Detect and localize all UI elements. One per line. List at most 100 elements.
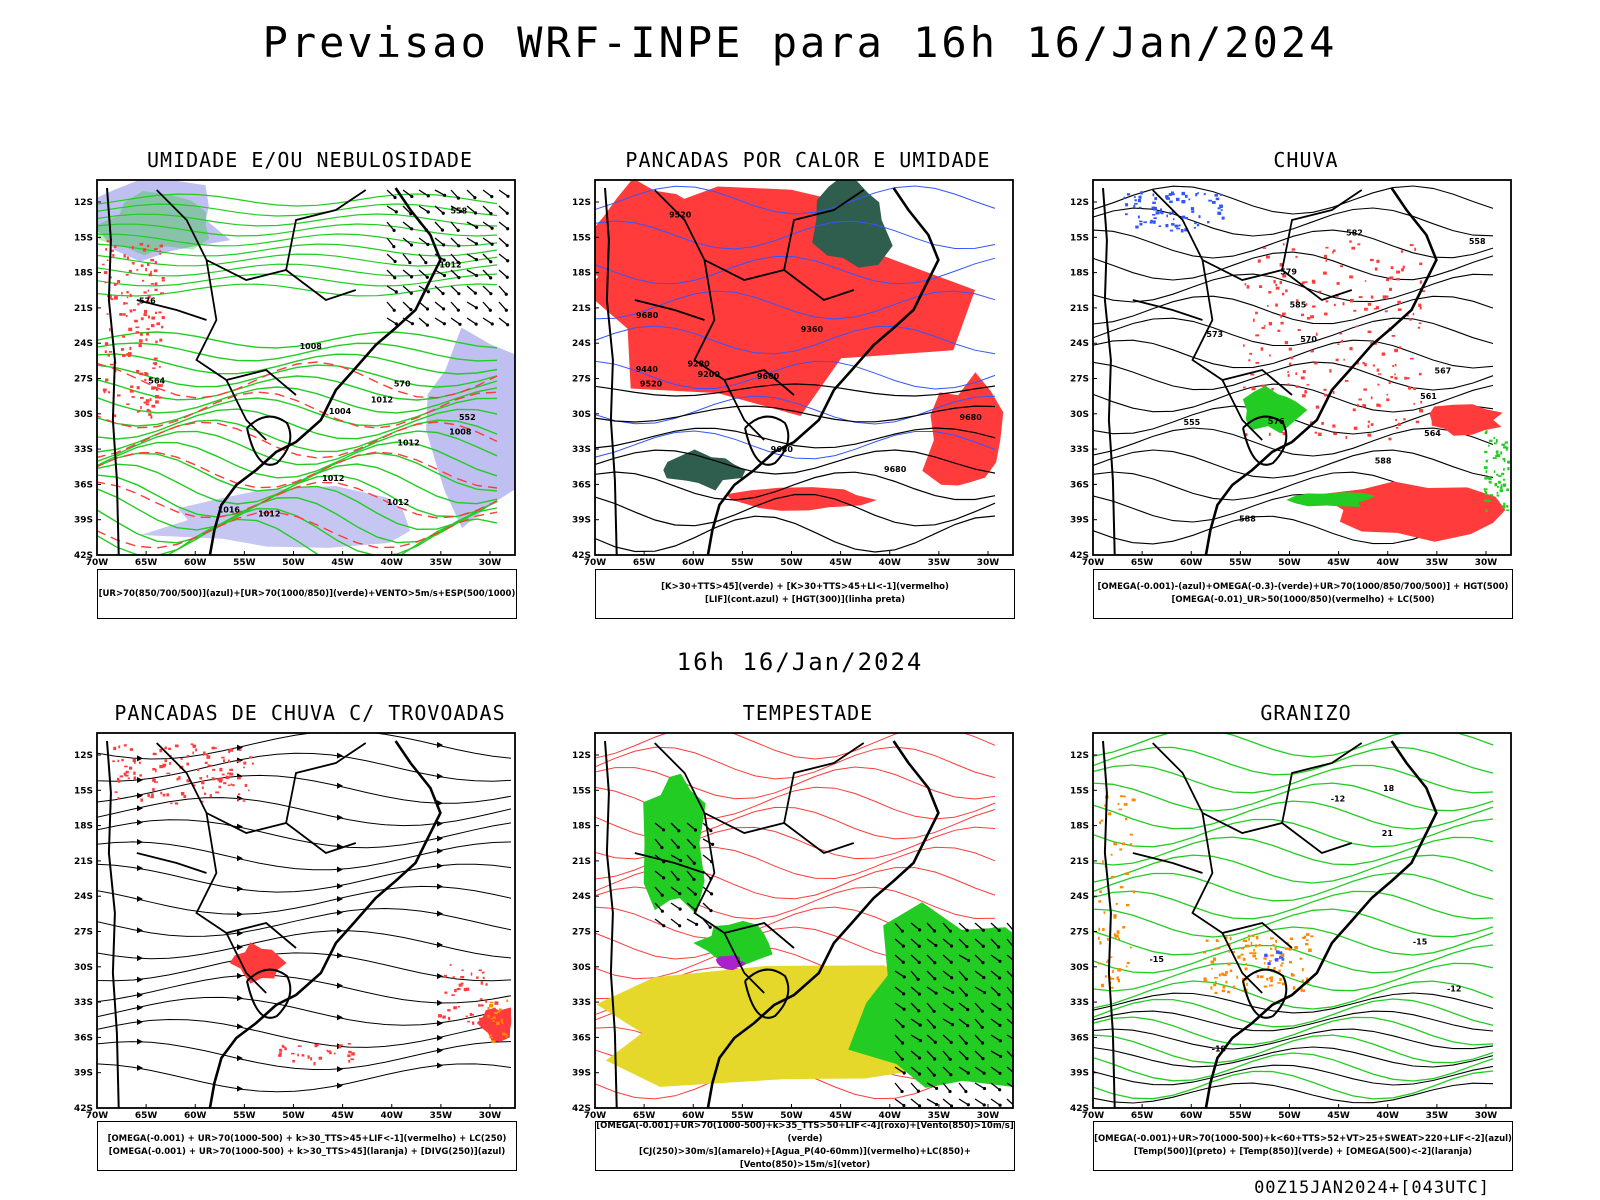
contour-label: 576 (139, 296, 156, 305)
lat-tick-label: 18S (572, 269, 591, 279)
geopotential-contour (1093, 207, 1494, 237)
wind-vectors (654, 822, 715, 929)
lon-tick-label: 35W (928, 558, 951, 567)
omega-area (1286, 492, 1376, 507)
thunderstorm-red-dots (112, 743, 254, 805)
temp-850-contour (1093, 733, 1494, 758)
temp-850-contour (1093, 1052, 1494, 1082)
lat-tick-label: 42S (74, 1104, 93, 1114)
lat-tick-label: 33S (74, 445, 93, 455)
omega-area (1242, 385, 1308, 434)
contour-label: 9680 (636, 311, 659, 320)
lat-tick-label: 24S (74, 892, 93, 902)
temp-850-contour (1093, 944, 1494, 974)
lon-tick-label: 50W (1278, 558, 1301, 567)
map-frame (1092, 732, 1512, 1109)
green-dots (1483, 430, 1511, 512)
contour-label: 9680 (771, 445, 794, 454)
lat-tick-label: 30S (74, 410, 93, 420)
contour-label: 555 (1184, 418, 1201, 427)
lat-tick-label: 27S (572, 928, 591, 938)
humidity-contour (97, 253, 498, 267)
lat-tick-label: 12S (74, 198, 93, 208)
humidity-contour (97, 430, 498, 466)
lon-tick-label: 55W (731, 1111, 754, 1120)
height-contour (595, 449, 996, 475)
lon-tick-label: 50W (1278, 1111, 1301, 1120)
lon-tick-label: 45W (1327, 1111, 1350, 1120)
caption-line: [OMEGA(-0.001) + UR>70(1000-500) + k>30_… (108, 1147, 506, 1157)
lat-tick-label: 18S (572, 822, 591, 832)
map-frame (594, 179, 1014, 556)
temp-500-contour (1093, 1010, 1494, 1032)
lifted-index-contour (595, 185, 996, 215)
lon-tick-label: 55W (731, 558, 754, 567)
contour-label: 564 (1424, 429, 1441, 438)
humidity-contour (97, 243, 498, 257)
lat-tick-label: 30S (572, 963, 591, 973)
orange-dots (487, 999, 509, 1043)
contour-label: 579 (1280, 267, 1297, 276)
lon-tick-label: 45W (331, 558, 354, 567)
contour-label: -18 (1212, 1045, 1227, 1054)
contour-label: 1012 (371, 396, 393, 405)
temp-850-contour (1093, 1070, 1494, 1100)
lifted-index-contour (595, 255, 996, 285)
lon-tick-label: 55W (1229, 1111, 1252, 1120)
height-contour (595, 405, 996, 423)
temp-500-contour (1093, 1046, 1494, 1068)
temp-850-contour (1093, 800, 1494, 830)
contour-label: 1008 (449, 428, 472, 437)
lon-tick-label: 35W (1426, 558, 1449, 567)
geopotential-contour (1093, 339, 1494, 369)
lon-tick-label: 60W (1180, 558, 1203, 567)
coastline (106, 740, 442, 1108)
lat-tick-label: 27S (74, 928, 93, 938)
contour-label: 552 (459, 413, 476, 422)
run-footer: 00Z15JAN2024+[043UTC] (1254, 1178, 1490, 1198)
lat-tick-label: 42S (572, 551, 591, 561)
contour-label: -15 (1413, 937, 1428, 946)
lon-tick-label: 55W (1229, 558, 1252, 567)
coastline (604, 740, 940, 1108)
wind-850-area (643, 773, 706, 915)
lat-tick-label: 18S (1070, 822, 1089, 832)
geopotential-contour (1093, 449, 1494, 479)
contour-label: -15 (1149, 955, 1164, 964)
humidity-upper-area (426, 327, 515, 529)
contour-label: 1008 (300, 342, 323, 351)
lon-tick-label: 30W (1475, 1111, 1498, 1120)
lon-tick-label: 45W (331, 1111, 354, 1120)
lon-tick-label: 60W (682, 558, 705, 567)
lon-tick-label: 30W (479, 558, 502, 567)
temp-850-contour (1093, 746, 1494, 776)
lat-tick-label: 21S (572, 857, 591, 867)
lon-tick-label: 70W (86, 1111, 109, 1120)
panel-3-map: 5885885855825795765735705675645615585551… (1070, 179, 1512, 567)
contour-label: 564 (148, 377, 165, 386)
lon-tick-label: 30W (479, 1111, 502, 1120)
lon-tick-label: 45W (1327, 558, 1350, 567)
panel-4-caption: [OMEGA(-0.001) + UR>70(1000-500) + k>30_… (97, 1121, 517, 1171)
lat-tick-label: 24S (572, 339, 591, 349)
lifted-index-contour (595, 430, 996, 460)
contour-label: 561 (1420, 392, 1437, 401)
contour-label: 582 (1346, 228, 1363, 237)
contour-label: 567 (1435, 367, 1452, 376)
instability-area (922, 372, 1004, 486)
lon-tick-label: 45W (829, 558, 852, 567)
lat-tick-label: 21S (74, 857, 93, 867)
lat-tick-label: 36S (572, 1033, 591, 1043)
thunderstorm-red-dots (438, 964, 499, 1025)
height-contour (595, 383, 996, 397)
lat-tick-label: 15S (74, 786, 93, 796)
lat-tick-label: 18S (74, 269, 93, 279)
lon-tick-label: 40W (381, 1111, 404, 1120)
humidity-contour (97, 203, 498, 217)
mid-time-label: 16h 16/Jan/2024 (676, 648, 924, 676)
humidity-contour (97, 474, 498, 518)
lat-tick-label: 36S (1070, 480, 1089, 490)
